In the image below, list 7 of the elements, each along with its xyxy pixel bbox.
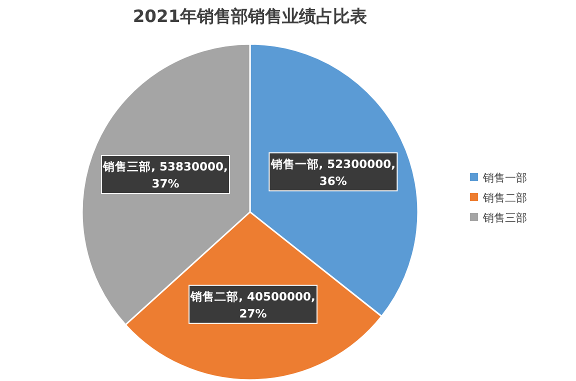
data-label: 销售一部, 52300000, 36%: [270, 156, 396, 188]
chart-title: 2021年销售部销售业绩占比表: [132, 7, 368, 27]
legend-label: 销售一部: [482, 172, 527, 184]
data-label: 销售三部, 53830000, 37%: [102, 160, 228, 191]
data-label: 销售二部, 40500000, 27%: [190, 289, 316, 320]
legend-label: 销售二部: [482, 192, 527, 204]
legend-label: 销售三部: [482, 212, 527, 224]
